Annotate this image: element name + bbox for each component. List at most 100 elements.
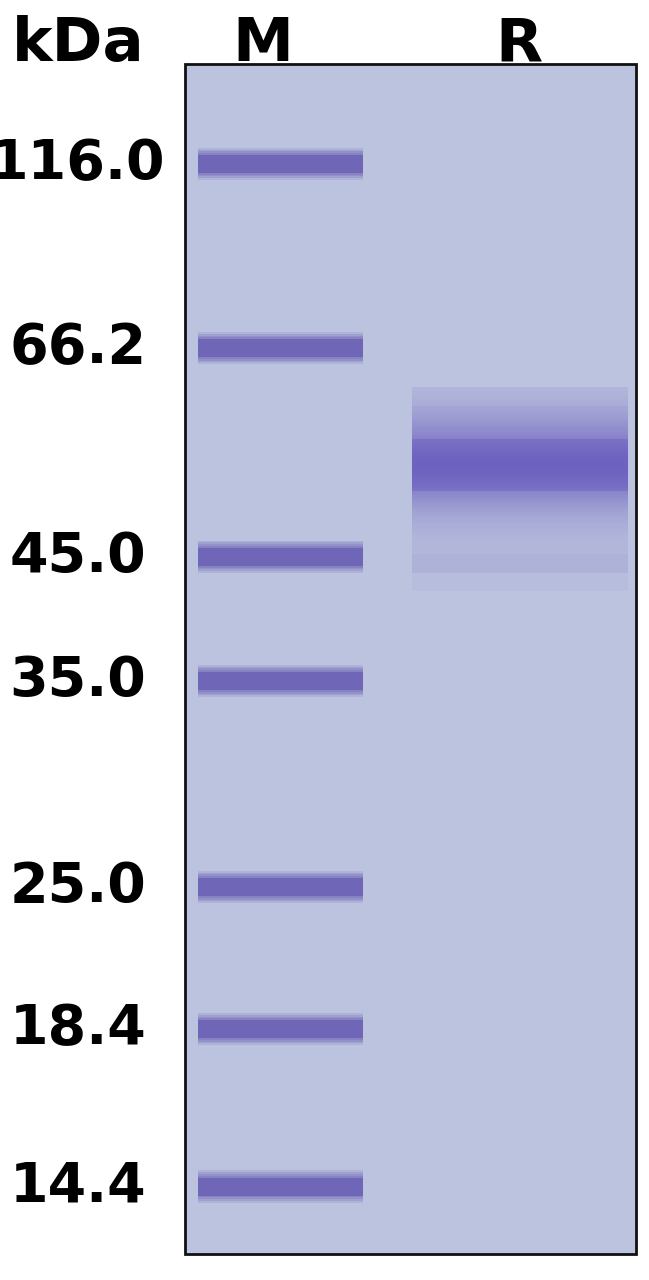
Bar <box>412 435 628 436</box>
Bar <box>412 535 628 538</box>
Text: 18.4: 18.4 <box>10 1002 146 1056</box>
Text: 66.2: 66.2 <box>9 321 147 375</box>
Bar <box>412 404 628 406</box>
Bar <box>198 151 363 177</box>
Bar <box>412 547 628 548</box>
Bar <box>412 403 628 404</box>
Bar <box>412 474 628 475</box>
Bar <box>412 461 628 463</box>
Bar <box>412 562 628 563</box>
Bar <box>198 667 363 695</box>
Bar <box>412 480 628 481</box>
Bar <box>412 408 628 411</box>
Bar <box>412 411 628 412</box>
Bar <box>412 541 628 544</box>
Bar <box>198 150 363 178</box>
Bar <box>198 543 363 571</box>
Bar <box>412 422 628 425</box>
Bar <box>412 463 628 465</box>
Bar <box>412 517 628 518</box>
Bar <box>198 870 363 904</box>
Bar <box>412 428 628 429</box>
Text: 45.0: 45.0 <box>10 530 146 584</box>
Bar <box>412 498 628 500</box>
Bar <box>412 415 628 416</box>
Bar <box>412 413 628 415</box>
Bar <box>412 406 628 452</box>
Bar <box>412 425 628 426</box>
Bar <box>412 481 628 483</box>
Bar <box>412 445 628 448</box>
Bar <box>412 440 628 442</box>
Bar <box>412 434 628 435</box>
Text: R: R <box>496 15 543 74</box>
Bar <box>412 508 628 509</box>
Bar <box>198 672 363 690</box>
Bar <box>412 389 628 390</box>
Bar <box>412 500 628 502</box>
Bar <box>412 421 628 422</box>
Bar <box>412 552 628 553</box>
Bar <box>412 392 628 393</box>
Bar <box>412 548 628 549</box>
Bar <box>412 420 628 421</box>
Bar <box>412 545 628 547</box>
Bar <box>198 544 363 570</box>
Bar <box>412 554 628 591</box>
Bar <box>412 563 628 564</box>
Bar <box>198 878 363 896</box>
Bar <box>412 494 628 495</box>
Bar <box>412 453 628 456</box>
Bar <box>198 1019 363 1039</box>
Text: 14.4: 14.4 <box>10 1160 146 1213</box>
Bar <box>412 460 628 462</box>
Bar <box>412 520 628 522</box>
Bar <box>412 397 628 398</box>
Bar <box>198 1174 363 1199</box>
Bar <box>412 544 628 545</box>
Bar <box>412 524 628 525</box>
Bar <box>412 477 628 479</box>
Bar <box>412 553 628 554</box>
Bar <box>412 538 628 539</box>
Bar <box>198 1016 363 1042</box>
Bar <box>412 457 628 458</box>
Bar <box>412 438 628 440</box>
Bar <box>412 412 628 413</box>
Bar <box>198 877 363 897</box>
Bar <box>412 509 628 511</box>
Bar <box>412 448 628 449</box>
Bar <box>198 1172 363 1201</box>
Bar <box>412 470 628 471</box>
Bar <box>412 419 628 420</box>
Bar <box>198 332 363 365</box>
Bar <box>412 433 628 434</box>
Bar <box>412 390 628 392</box>
Bar <box>412 531 628 532</box>
Bar <box>412 534 628 535</box>
Bar <box>412 490 628 493</box>
Bar <box>412 571 628 572</box>
Bar <box>412 466 628 467</box>
Bar <box>198 1015 363 1043</box>
Bar <box>198 335 363 361</box>
Bar <box>412 502 628 503</box>
Bar <box>412 559 628 561</box>
Bar <box>412 525 628 526</box>
Bar <box>412 439 628 492</box>
Bar <box>412 557 628 559</box>
Bar <box>412 488 628 489</box>
Bar <box>198 154 363 174</box>
Bar <box>412 489 628 490</box>
Bar <box>412 497 628 498</box>
Bar <box>198 547 363 567</box>
Text: 116.0: 116.0 <box>0 137 165 191</box>
Bar <box>412 485 628 486</box>
Bar <box>412 483 628 485</box>
Bar <box>412 426 628 428</box>
Bar <box>412 442 628 443</box>
Bar <box>412 387 628 389</box>
Bar <box>198 155 363 173</box>
Bar <box>198 873 363 901</box>
Bar <box>198 1176 363 1197</box>
